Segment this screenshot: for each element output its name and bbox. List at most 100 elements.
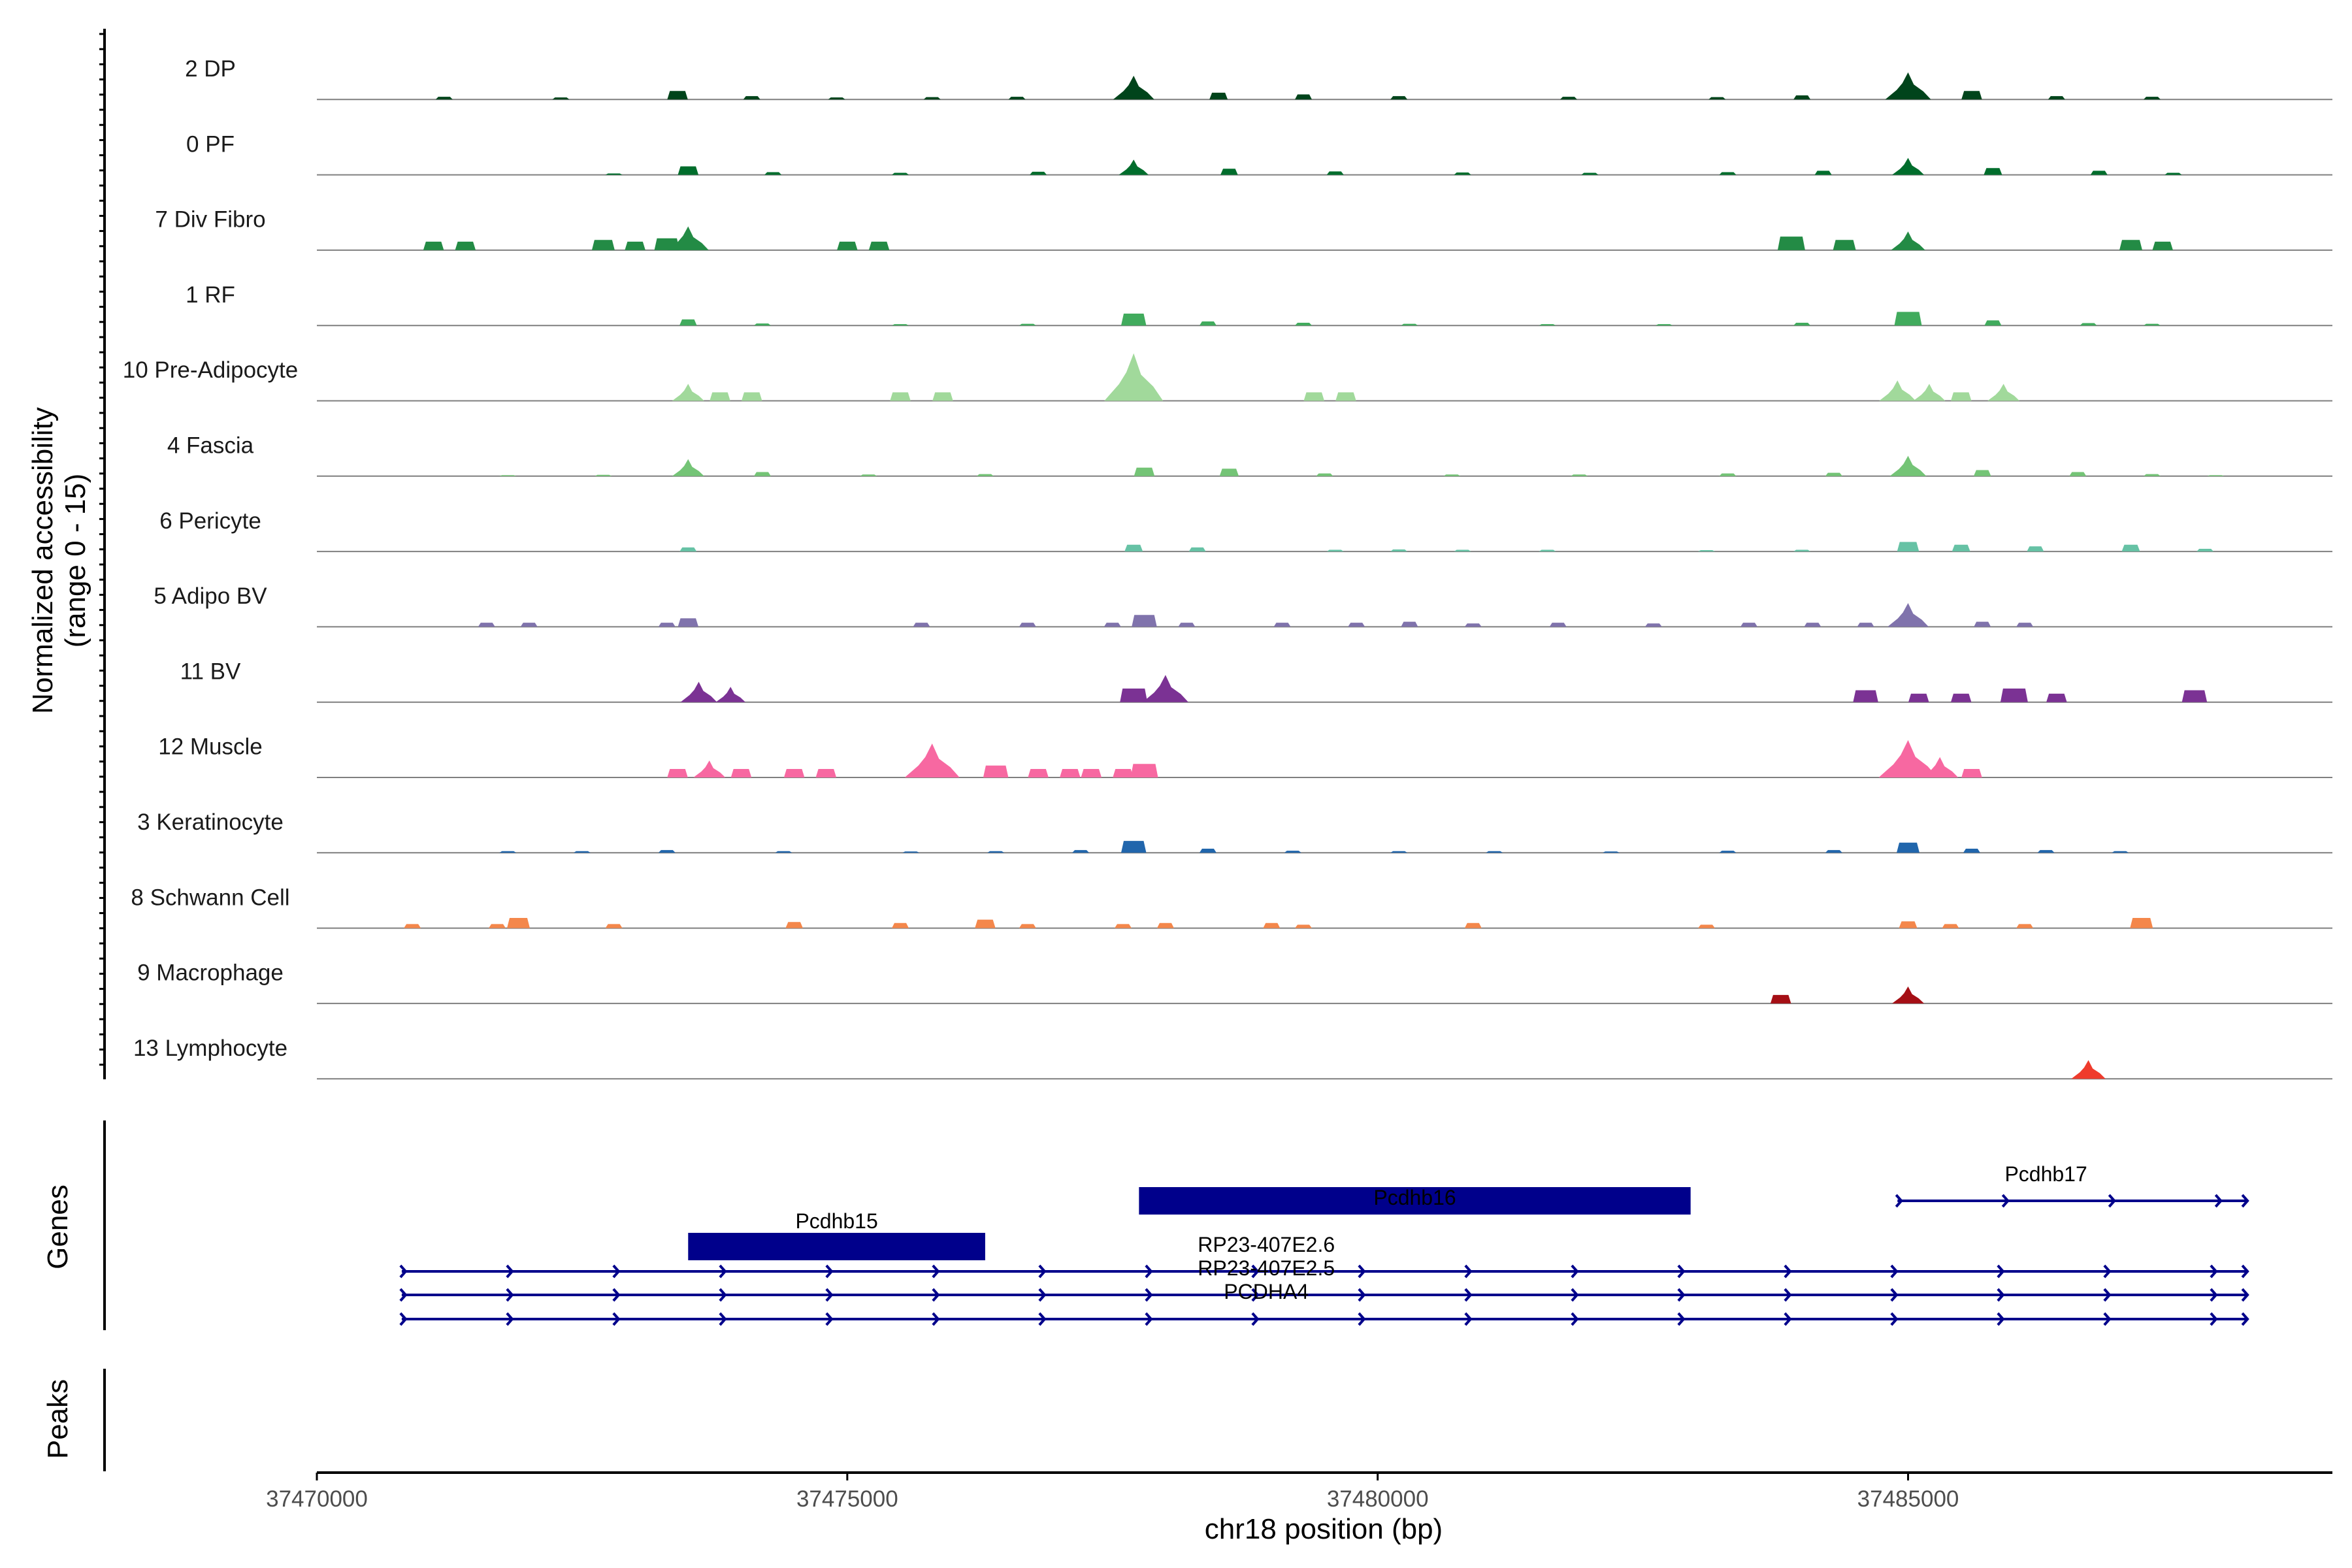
coverage-peak [1443, 474, 1461, 476]
coverage-peak [783, 769, 805, 777]
strand-arrow [932, 1264, 940, 1279]
coverage-peak [2000, 688, 2028, 702]
coverage-peak [2119, 240, 2142, 250]
coverage-peak [1316, 473, 1333, 476]
coverage-peak [1560, 97, 1577, 100]
coverage-peak [913, 623, 930, 627]
coverage-peak [1740, 623, 1757, 627]
coverage-peak [1814, 171, 1832, 175]
coverage-peak [1885, 72, 1931, 100]
strand-arrow [612, 1264, 621, 1279]
coverage-peak [828, 97, 845, 100]
coverage-peak [1390, 96, 1408, 100]
track-label: 0 PF [186, 131, 235, 157]
coverage-peak [1060, 769, 1081, 777]
coverage-peak [1326, 171, 1344, 175]
strand-arrow [1890, 1288, 1899, 1302]
coverage-peak [1103, 623, 1121, 627]
coverage-peak [1770, 994, 1791, 1004]
coverage-peak [983, 765, 1009, 777]
coverage-peak [1952, 544, 1970, 552]
strand-arrow [1677, 1264, 1686, 1279]
track-1: 2 DP [185, 56, 2332, 101]
gene-label: Pcdhb16 [1373, 1186, 1456, 1209]
track-10: 12 Muscle [158, 734, 2332, 778]
coverage-peak [658, 623, 676, 627]
strand-arrow [1464, 1312, 1473, 1326]
coverage-peak [1549, 623, 1567, 627]
coverage-peak [667, 226, 709, 250]
coverage-peak [1178, 623, 1196, 627]
coverage-peak [987, 851, 1005, 853]
coverage-peak [2090, 171, 2108, 175]
strand-arrow [1997, 1288, 2005, 1302]
coverage-peak [1908, 693, 1929, 702]
strand-arrow [825, 1264, 834, 1279]
coverage-peak [672, 459, 704, 476]
coverage-peak [1793, 549, 1811, 552]
coverage-peak [552, 97, 570, 100]
coverage-peak [775, 851, 792, 853]
coverage-peak [1030, 171, 1047, 175]
coverage-peak [2164, 172, 2182, 175]
coverage-peak [1454, 172, 1471, 175]
coverage-peak [679, 547, 697, 552]
strand-arrow [399, 1312, 408, 1326]
strand-arrow [1038, 1288, 1047, 1302]
coverage-peak [710, 392, 730, 401]
track-label: 1 RF [186, 282, 235, 308]
strand-arrow [399, 1264, 408, 1279]
coverage-peak [2046, 693, 2067, 702]
coverage-peak [1698, 924, 1716, 928]
coverage-peak [2112, 851, 2129, 853]
coverage-peak [1793, 95, 1811, 100]
coverage-peak [1539, 549, 1556, 552]
strand-arrow [506, 1264, 514, 1279]
gene-pcdhb17: Pcdhb17 [1895, 1162, 2249, 1208]
strand-arrow [1890, 1264, 1899, 1279]
coverage-peak [904, 743, 960, 777]
strand-arrow [2241, 1264, 2249, 1279]
coverage-peak [1804, 623, 1821, 627]
strand-arrow [612, 1312, 621, 1326]
coverage-peak [1120, 314, 1147, 326]
coverage-peak [1113, 769, 1134, 777]
coverage-peak [679, 319, 697, 326]
coverage-peak [1963, 849, 1980, 853]
coverage-peak [2080, 323, 2097, 326]
coverage-peak [2016, 924, 2034, 928]
strand-arrow [1038, 1312, 1047, 1326]
coverage-peak [605, 924, 623, 928]
strand-arrow [2103, 1312, 2112, 1326]
track-label: 7 Div Fibro [155, 207, 265, 233]
coverage-peak [2037, 850, 2055, 853]
coverage-peak [715, 687, 745, 702]
coverage-peak [1072, 850, 1090, 853]
x-tick-label: 37475000 [796, 1486, 898, 1512]
coverage-peak [1454, 549, 1471, 552]
coverage-peak [976, 474, 994, 476]
coverage-peak [1120, 841, 1147, 853]
coverage-peak [1961, 769, 1982, 777]
coverage-peak [499, 851, 517, 853]
coverage-peak [1857, 623, 1874, 627]
coverage-peak [595, 474, 612, 476]
track-5: 10 Pre-Adipocyte [123, 353, 2332, 402]
track-6: 4 Fascia [167, 433, 2332, 477]
coverage-peak [1892, 986, 1925, 1004]
gene-body [688, 1233, 985, 1260]
coverage-peak [1897, 542, 1919, 552]
strand-arrow [506, 1288, 514, 1302]
coverage-peak [741, 392, 762, 401]
coverage-peak [2069, 472, 2087, 476]
track-label: 5 Adipo BV [154, 583, 267, 609]
strand-arrow [825, 1288, 834, 1302]
coverage-peak [1891, 231, 1925, 250]
coverage-peak [1019, 924, 1036, 928]
strand-arrow [1145, 1312, 1153, 1326]
coverage-peak [1825, 472, 1842, 476]
coverage-peak [1115, 924, 1132, 928]
coverage-peak [478, 623, 495, 627]
gene-label: Pcdhb17 [2004, 1162, 2087, 1186]
coverage-peak [1019, 323, 1036, 326]
